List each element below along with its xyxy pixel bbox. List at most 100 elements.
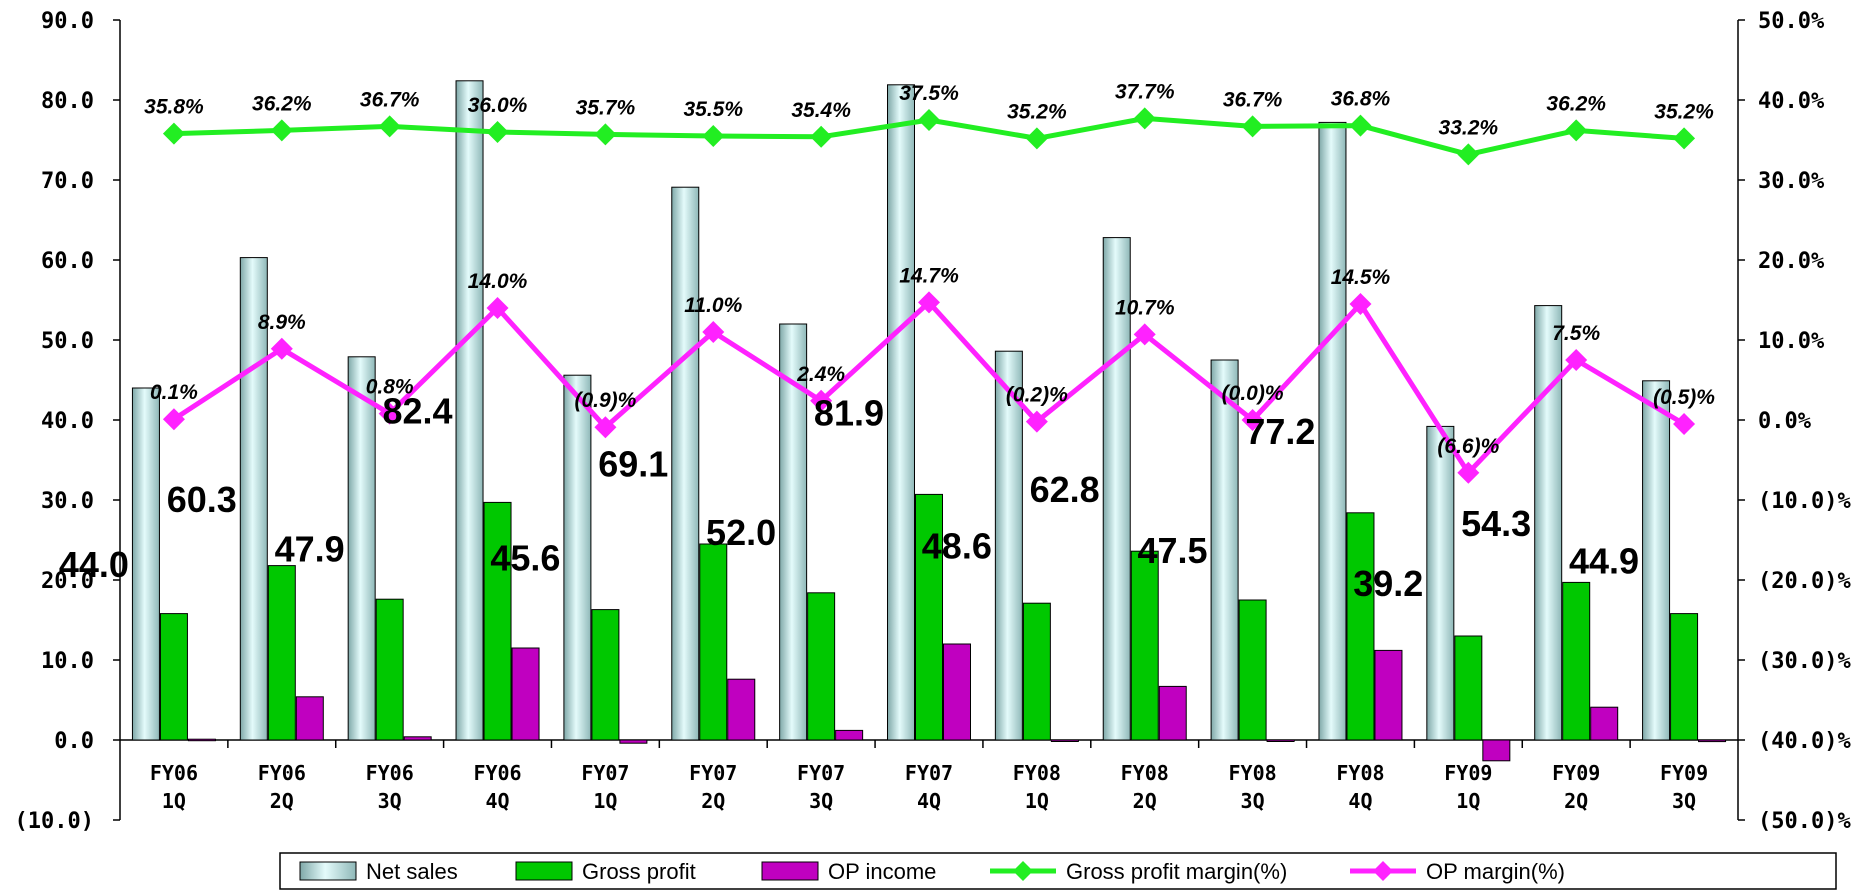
right-tick-label: (30.0)% <box>1758 649 1851 674</box>
gross-margin-marker <box>1673 127 1696 150</box>
gross-profit-bar <box>483 501 512 741</box>
net-sales-bar <box>994 350 1023 741</box>
op-margin-marker <box>1565 349 1588 371</box>
op-margin-percent-label: 0.1% <box>150 381 198 404</box>
x-category-label: 1Q <box>593 789 617 813</box>
gross-profit-bar <box>1454 635 1483 741</box>
gross-profit-bar <box>1562 581 1591 741</box>
op-margin-percent-label: 2.4% <box>796 363 845 386</box>
op-margin-percent-label: 8.9% <box>258 311 306 334</box>
op-income-bar <box>403 736 432 741</box>
legend-marker <box>1373 861 1393 881</box>
left-tick-label: 60.0 <box>41 249 94 274</box>
x-category-label: 2Q <box>1133 789 1157 813</box>
op-margin-marker <box>1673 413 1696 435</box>
op-income-bar <box>619 739 648 744</box>
gross-profit-bar <box>915 493 943 741</box>
x-category-label: FY09 <box>1444 761 1492 785</box>
gross-margin-marker <box>1241 115 1264 138</box>
x-category-label: FY07 <box>797 761 845 785</box>
net-sales-value-label: 39.2 <box>1353 563 1423 604</box>
op-margin-marker <box>378 402 401 425</box>
net-sales-value-label: 45.6 <box>490 538 560 579</box>
op-margin-marker <box>162 408 185 431</box>
op-margin-marker <box>918 291 940 314</box>
right-tick-label: (50.0)% <box>1758 809 1851 834</box>
axes: 90.0 80.0 70.0 60.0 50.0 40.0 30.0 20.0 10.0 0.0 (… <box>15 9 1852 834</box>
right-tick-label: (10.0)% <box>1758 489 1851 514</box>
gross-margin-percent-label: 36.7% <box>360 88 420 111</box>
gross-margin-marker <box>270 119 293 142</box>
net-sales-bar <box>1102 237 1131 741</box>
gross-profit-bar <box>807 592 836 741</box>
x-category-label: 1Q <box>1025 789 1049 813</box>
left-tick-label: 20.0 <box>41 569 94 594</box>
net-sales-bar <box>1426 425 1455 741</box>
op-margin-marker <box>594 416 617 439</box>
op-margin-percent-label: 10.7% <box>1115 296 1175 319</box>
net-sales-bar <box>563 374 592 741</box>
gross-profit-bar <box>267 565 296 741</box>
gross-profit-bar <box>1670 613 1699 741</box>
x-category-label: FY08 <box>1121 761 1169 785</box>
gross-margin-percent-label: 35.4% <box>791 99 851 122</box>
right-tick-label: 20.0% <box>1758 249 1825 274</box>
net-sales-value-label: 47.5 <box>1138 530 1208 571</box>
x-category-label: FY06 <box>366 761 414 785</box>
net-sales-value-label: 81.9 <box>814 392 884 433</box>
right-tick-label: 50.0% <box>1758 9 1825 34</box>
gross-margin-marker <box>1565 119 1588 142</box>
x-category-label: FY08 <box>1013 761 1061 785</box>
legend-marker <box>1013 861 1033 881</box>
gross-margin-marker <box>1457 143 1480 166</box>
net-sales-bar <box>1318 121 1347 741</box>
legend-label: OP income <box>828 859 936 884</box>
right-tick-label: 30.0% <box>1758 169 1825 194</box>
x-category-label: FY09 <box>1660 761 1708 785</box>
gross-margin-marker <box>486 121 509 143</box>
x-category-label: 1Q <box>1456 789 1480 813</box>
x-category-label: 4Q <box>485 789 509 813</box>
gross-margin-percent-label: 35.2% <box>1654 100 1714 123</box>
op-income-bar <box>835 729 864 741</box>
net-sales-value-label: 44.0 <box>59 544 129 585</box>
gross-margin-percent-label: 35.2% <box>1007 100 1067 123</box>
net-sales-bar <box>779 323 808 741</box>
op-margin-percent-label: (6.6)% <box>1437 435 1499 458</box>
gross-margin-marker <box>594 123 617 146</box>
net-sales-bar <box>1642 380 1671 741</box>
gross-margin-marker <box>1133 107 1156 130</box>
left-tick-label: 10.0 <box>41 649 94 674</box>
op-margin-marker <box>810 389 833 412</box>
op-margin-percent-label: (0.5)% <box>1653 386 1715 409</box>
gross-margin-percent-label: 36.8% <box>1331 88 1391 111</box>
x-category-label: 2Q <box>701 789 725 813</box>
op-income-bar <box>187 738 216 742</box>
gross-margin-marker <box>1349 114 1372 137</box>
x-category-label: FY08 <box>1229 761 1277 785</box>
x-category-label: 3Q <box>1241 789 1265 813</box>
net-sales-value-label: 77.2 <box>1245 411 1315 452</box>
right-tick-label: 0.0% <box>1758 409 1812 434</box>
right-tick-label: (20.0)% <box>1758 569 1851 594</box>
gross-margin-marker <box>378 115 401 138</box>
net-sales-value-label: 62.8 <box>1030 469 1100 510</box>
op-margin-percent-label: 14.5% <box>1331 266 1391 289</box>
right-tick-label: 40.0% <box>1758 89 1825 114</box>
legend-swatch <box>761 861 819 881</box>
net-sales-value-label: 60.3 <box>167 479 237 520</box>
legend-label: Net sales <box>366 859 458 884</box>
net-sales-bar <box>131 387 160 741</box>
net-sales-value-label: 69.1 <box>598 444 668 485</box>
op-margin-marker <box>1025 410 1048 433</box>
legend-swatch <box>299 861 357 881</box>
gross-margin-percent-label: 36.0% <box>468 94 528 117</box>
op-margin-marker <box>486 297 509 319</box>
op-income-bar <box>1050 739 1079 742</box>
x-category-label: 4Q <box>1348 789 1372 813</box>
gross-margin-percent-label: 37.5% <box>899 82 959 105</box>
gross-margin-percent-label: 35.7% <box>576 96 636 119</box>
net-sales-value-label: 54.3 <box>1461 503 1531 544</box>
x-category-label: FY09 <box>1552 761 1600 785</box>
